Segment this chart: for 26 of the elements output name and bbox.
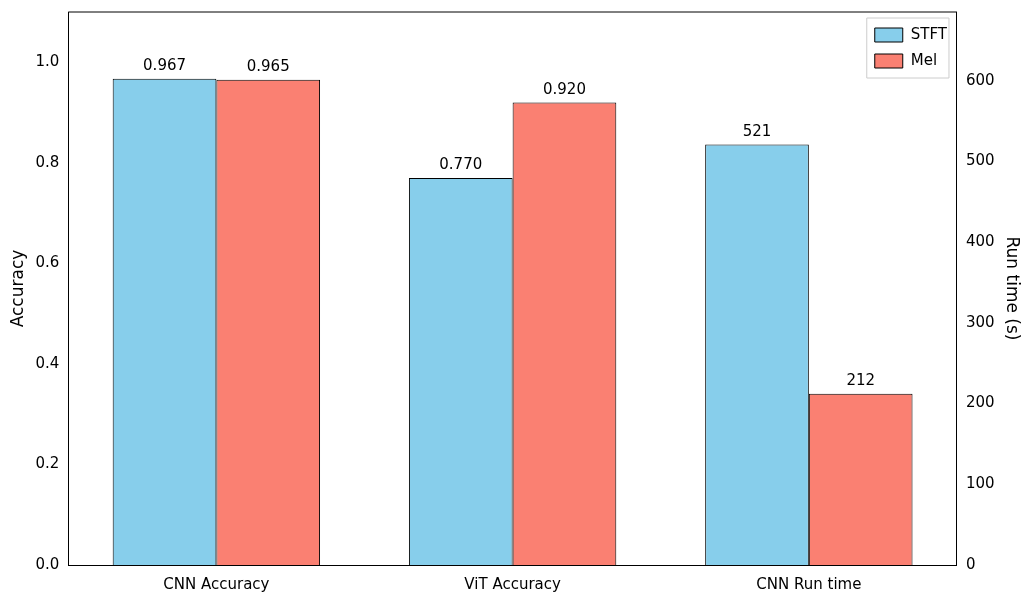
y-tick-label: 0.6: [35, 253, 60, 272]
x-tick-label: CNN Run time: [756, 574, 862, 593]
legend-label: STFT: [910, 24, 948, 43]
data-label: 0.920: [542, 79, 586, 98]
data-label: 0.967: [143, 56, 187, 75]
x-tick-label: CNN Accuracy: [163, 574, 270, 593]
data-label: 0.965: [246, 57, 290, 76]
y-tick-label: 0.0: [35, 554, 60, 573]
y2-tick-label: 400: [965, 231, 995, 250]
y-axis-title: Accuracy: [6, 249, 27, 328]
data-label: 212: [846, 371, 876, 390]
y2-tick-label: 500: [965, 151, 995, 170]
data-label: 521: [742, 121, 772, 140]
legend-label: Mel: [910, 50, 938, 69]
y2-axis-title: Run time (s): [1003, 236, 1024, 341]
y2-tick-label: 100: [965, 474, 995, 493]
y2-tick-label: 200: [965, 393, 995, 412]
y-tick-label: 0.4: [35, 353, 60, 372]
y2-tick-label: 0: [965, 554, 976, 573]
y2-tick-label: 300: [965, 312, 995, 331]
data-label: 0.770: [439, 155, 483, 174]
y-tick-label: 0.2: [35, 454, 60, 473]
x-tick-label: ViT Accuracy: [464, 574, 561, 593]
y2-tick-label: 600: [965, 70, 995, 89]
y-tick-label: 1.0: [35, 52, 60, 71]
y-tick-label: 0.8: [35, 152, 60, 171]
